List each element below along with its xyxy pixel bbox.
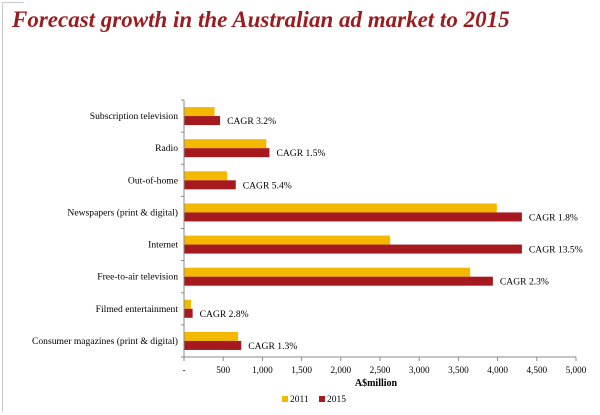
legend-label-2011: 2011 (290, 395, 309, 405)
cagr-label: CAGR 1.3% (248, 341, 297, 352)
bar-2011-free-to-air-television (184, 267, 471, 277)
category-label: Consumer magazines (print & digital) (32, 336, 178, 347)
bar-2015-filmed-entertainment (184, 308, 193, 318)
cagr-label: CAGR 13.5% (529, 245, 583, 256)
bar-2015-radio (184, 148, 270, 158)
x-tick-label: 3,000 (409, 365, 430, 375)
bar-2011-internet (184, 235, 391, 245)
bar-2015-newspapers-print-digital (184, 212, 522, 222)
legend-label-2015: 2015 (327, 395, 346, 405)
x-tick-label: - (182, 365, 185, 375)
cagr-label: CAGR 2.8% (200, 309, 249, 320)
category-label: Internet (148, 240, 178, 251)
x-tick-label: 4,500 (526, 365, 547, 375)
legend: 2011 2015 (282, 395, 346, 405)
bar-2015-subscription-television (184, 116, 221, 126)
bars-group (184, 107, 522, 350)
bar-2011-filmed-entertainment (184, 299, 192, 309)
labels-group: Subscription television CAGR 3.2% Radio CAG… (32, 111, 583, 352)
frame-top-line (2, 2, 24, 3)
category-label: Radio (155, 143, 178, 154)
category-label: Subscription television (90, 111, 178, 122)
x-tick-label: 4,000 (487, 365, 508, 375)
x-tick-label: 1,000 (252, 365, 273, 375)
bar-2011-out-of-home (184, 171, 228, 181)
x-tick-label: 2,000 (330, 365, 351, 375)
x-tick-label: 3,500 (448, 365, 469, 375)
category-label: Filmed entertainment (96, 304, 179, 315)
legend-swatch-2011 (282, 396, 288, 402)
cagr-label: CAGR 1.5% (276, 148, 325, 159)
cagr-label: CAGR 3.2% (227, 116, 276, 127)
cagr-label: CAGR 2.3% (500, 277, 549, 288)
cagr-label: CAGR 5.4% (243, 180, 292, 191)
x-tick-label: 500 (216, 365, 230, 375)
bar-2015-internet (184, 244, 522, 254)
bar-2015-out-of-home (184, 180, 236, 190)
bar-2011-subscription-television (184, 107, 215, 117)
category-label: Out-of-home (128, 175, 178, 186)
legend-swatch-2015 (319, 396, 325, 402)
category-label: Free-to-air television (97, 272, 178, 283)
x-axis: - 500 1,000 1,500 2,000 2,500 3,000 3,500 4,000 4… (181, 99, 587, 389)
bar-2011-newspapers-print-digital (184, 203, 497, 213)
x-tick-label: 5,000 (566, 365, 587, 375)
frame-left-line (2, 2, 3, 412)
x-tick-label: 2,500 (370, 365, 391, 375)
category-label: Newspapers (print & digital) (67, 207, 178, 218)
chart-title: Forecast growth in the Australian ad mar… (12, 7, 510, 32)
bar-2011-radio (184, 139, 267, 149)
bar-2015-consumer-magazines-print-digital (184, 340, 242, 350)
bar-2015-free-to-air-television (184, 276, 493, 286)
bar-2011-consumer-magazines-print-digital (184, 331, 239, 341)
cagr-label: CAGR 1.8% (529, 212, 578, 223)
x-axis-title: A$million (355, 378, 398, 389)
x-tick-label: 1,500 (291, 365, 312, 375)
